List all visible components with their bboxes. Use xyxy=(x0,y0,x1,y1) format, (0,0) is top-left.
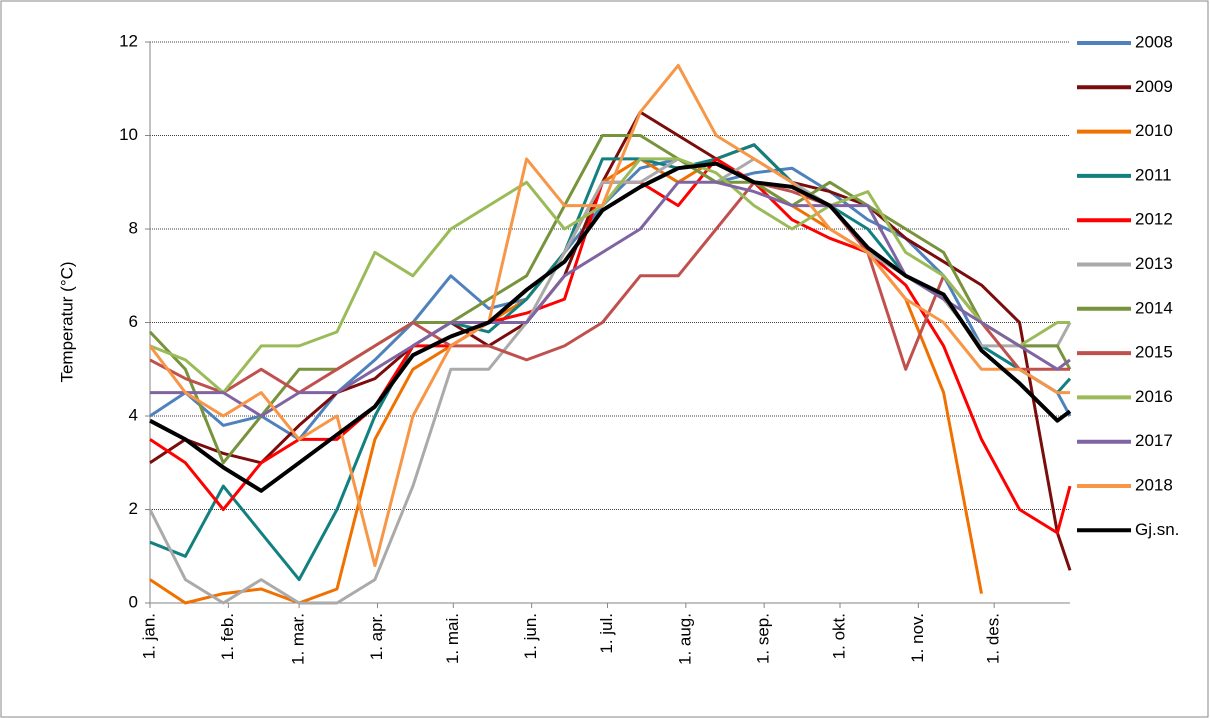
series-line xyxy=(149,161,1072,493)
legend-label: 2008 xyxy=(1135,32,1173,51)
legend-label: 2010 xyxy=(1135,121,1173,140)
y-tick-label: 0 xyxy=(129,592,138,611)
y-tick-label: 8 xyxy=(129,218,138,237)
x-tick-label: 1. aug. xyxy=(675,613,694,665)
legend-label: 2013 xyxy=(1135,254,1173,273)
x-tick-label: 1. mai. xyxy=(443,613,462,664)
series-line xyxy=(148,63,1070,568)
x-tick-label: 1. jan. xyxy=(139,613,158,659)
y-axis-label: Temperatur (°C) xyxy=(57,261,76,382)
x-tick-label: 1. jun. xyxy=(521,613,540,659)
series-line xyxy=(150,180,1071,418)
series-line xyxy=(149,157,1070,395)
x-tick-label: 1. mar. xyxy=(289,613,308,665)
series-line xyxy=(149,157,1072,441)
x-tick-label: 1. okt. xyxy=(829,613,848,659)
y-tick-label: 10 xyxy=(119,125,138,144)
legend-label: 2009 xyxy=(1135,77,1173,96)
y-tick-label: 12 xyxy=(119,31,138,50)
x-tick-label: 1. nov. xyxy=(908,613,927,663)
series-line xyxy=(149,110,1072,571)
legend-label: 2017 xyxy=(1135,431,1173,450)
legend-label: 2018 xyxy=(1135,475,1173,494)
y-tick-label: 6 xyxy=(129,312,138,331)
series-line xyxy=(148,134,1072,465)
legend-label: 2015 xyxy=(1135,343,1173,362)
y-tick-label: 2 xyxy=(129,499,138,518)
legend-label: 2011 xyxy=(1135,165,1172,184)
x-tick-label: 1. apr. xyxy=(367,613,386,660)
legend-label: Gj.sn. xyxy=(1135,520,1179,539)
x-tick-label: 1. feb. xyxy=(218,613,237,660)
legend-label: 2014 xyxy=(1135,298,1173,317)
y-tick-label: 4 xyxy=(129,405,138,424)
legend-label: 2012 xyxy=(1135,210,1173,229)
x-tick-label: 1. sep. xyxy=(754,613,773,664)
x-tick-label: 1. jul. xyxy=(597,613,616,654)
x-tick-label: 1. des. xyxy=(984,613,1003,664)
legend-label: 2016 xyxy=(1135,387,1173,406)
